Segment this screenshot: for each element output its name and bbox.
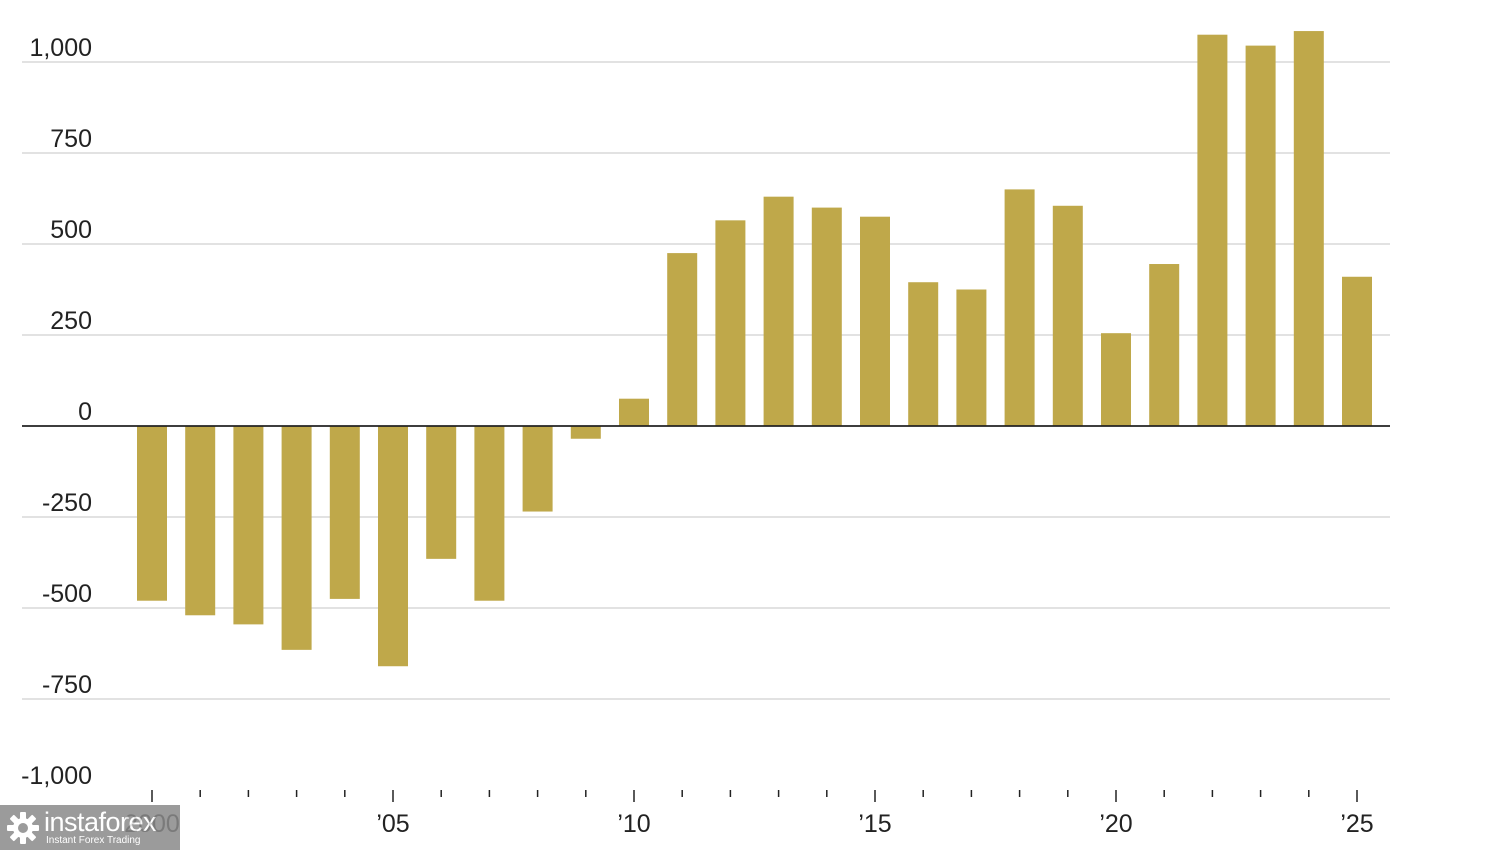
y-tick-label: 750: [50, 125, 92, 153]
watermark-brand-name: instaforex: [44, 807, 157, 837]
bar-2025: [1342, 276, 1372, 426]
bar-2002: [233, 426, 264, 625]
bar-2017: [956, 289, 987, 426]
y-axis-tick-labels: 1,000 750 500 250 0 -250 -500 -750 -1,000: [21, 34, 92, 790]
bar-2016: [908, 282, 939, 426]
y-tick-label: 250: [50, 307, 92, 335]
bar-2019: [1052, 205, 1083, 426]
gridlines: [22, 61, 1390, 700]
bar-2009: [570, 426, 601, 439]
bar-2022: [1197, 34, 1228, 426]
bars: [137, 31, 1372, 667]
bar-2008: [522, 426, 553, 512]
bar-2020: [1101, 333, 1131, 426]
bar-2006: [426, 426, 457, 559]
x-tick-label: ’05: [376, 810, 409, 838]
y-tick-label: -250: [42, 489, 92, 517]
x-tick-label: ’10: [617, 810, 650, 838]
bar-2013: [763, 196, 794, 426]
x-tick-label: ’20: [1099, 810, 1132, 838]
bar-2014: [811, 207, 842, 426]
bar-2004: [329, 426, 360, 599]
watermark-logo: instaforex Instant Forex Trading: [0, 805, 180, 850]
bar-2001: [185, 426, 216, 616]
x-tick-label: ’25: [1340, 810, 1373, 838]
y-tick-label: 500: [50, 216, 92, 244]
bar-2015: [860, 216, 890, 426]
watermark-tagline: Instant Forex Trading: [46, 835, 141, 846]
bar-2007: [474, 426, 505, 601]
y-tick-label: 1,000: [29, 34, 92, 62]
bar-2000: [137, 426, 167, 601]
bar-2010: [619, 398, 649, 426]
bar-2011: [667, 253, 698, 426]
bar-2023: [1245, 45, 1276, 427]
bar-2012: [715, 220, 746, 426]
bar-2005: [378, 426, 408, 667]
bar-2024: [1293, 31, 1324, 427]
bar-2018: [1004, 189, 1035, 426]
x-tick-label: ’15: [858, 810, 891, 838]
x-axis: 2000’05’10’15’20’25: [22, 425, 1390, 838]
y-tick-label: -750: [42, 671, 92, 699]
bar-2003: [281, 426, 312, 650]
bar-2021: [1149, 264, 1180, 426]
y-tick-label: -500: [42, 580, 92, 608]
gear-logo-icon: [7, 812, 39, 844]
y-tick-label: 0: [78, 398, 92, 426]
y-tick-label: -1,000: [21, 762, 92, 790]
